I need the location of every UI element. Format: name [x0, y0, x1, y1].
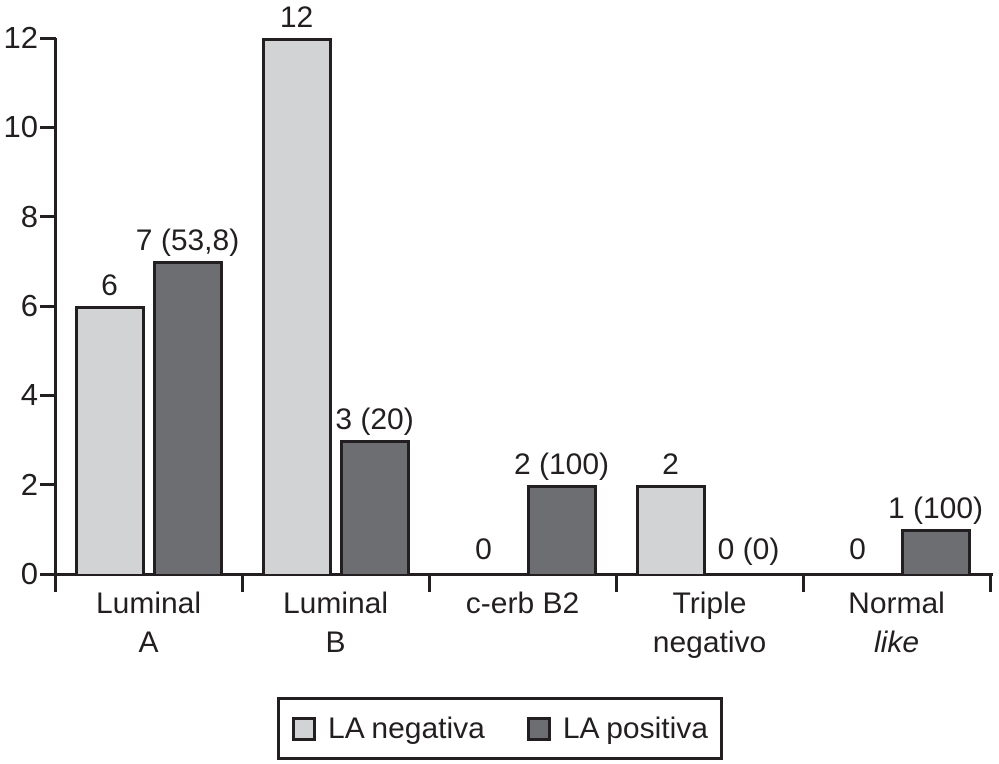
bar-value-label: 0	[849, 533, 866, 566]
x-axis-category-label: Normal like	[848, 584, 945, 662]
bar-la-negativa	[74, 306, 145, 574]
x-axis-category-label: Luminal A	[96, 584, 201, 662]
bar-value-label: 0	[475, 533, 492, 566]
x-axis-category-label: c-erb B2	[466, 584, 579, 623]
y-axis-tick-label: 2	[20, 466, 38, 502]
y-axis-tick-label: 12	[3, 20, 38, 55]
legend-entry: LA positiva	[526, 712, 708, 745]
bar-la-negativa	[261, 38, 332, 574]
x-axis-category-label: Triple negativo	[653, 584, 766, 662]
y-axis-tick	[40, 215, 56, 219]
legend-swatch-icon	[292, 716, 317, 741]
legend-label: LA negativa	[328, 712, 485, 745]
category-label-line: A	[138, 626, 159, 659]
y-axis-tick-label: 8	[20, 198, 38, 234]
y-axis-tick	[40, 304, 56, 308]
x-axis-tick	[427, 574, 431, 592]
bar-value-label: 0 (0)	[717, 533, 780, 566]
y-axis-tick-label: 4	[20, 377, 38, 413]
bar-value-label: 3 (20)	[335, 403, 414, 436]
category-label-line: Luminal	[95, 587, 202, 620]
y-axis-tick	[40, 572, 56, 576]
category-label-line: c-erb B2	[465, 587, 580, 620]
bar-la-positiva	[339, 440, 410, 574]
bar-la-positiva	[526, 484, 597, 574]
category-label-line: Luminal	[282, 587, 389, 620]
category-label-line: Normal	[848, 587, 945, 620]
x-axis-category-label: Luminal B	[283, 584, 388, 662]
bar-la-positiva	[900, 529, 971, 574]
category-label-line: negativo	[652, 626, 767, 659]
bar-value-label: 2	[662, 447, 679, 481]
x-axis-tick	[801, 574, 805, 592]
bar-value-label: 12	[279, 1, 314, 34]
category-label-line: B	[325, 626, 346, 659]
x-axis-tick	[240, 574, 244, 592]
category-label-line: like	[873, 626, 919, 659]
bar-value-label: 6	[101, 269, 118, 302]
y-axis-tick-label: 0	[20, 556, 38, 591]
y-axis-tick	[40, 36, 56, 40]
legend-label: LA positiva	[562, 712, 708, 745]
x-axis-tick	[53, 574, 57, 592]
legend: LA negativa LA positiva	[277, 697, 723, 760]
y-axis-tick-label: 6	[20, 288, 38, 323]
category-label-line: Triple	[672, 587, 747, 620]
x-axis-tick	[988, 574, 992, 592]
bar-value-label: 2 (100)	[513, 447, 610, 481]
bar-la-positiva	[152, 261, 223, 574]
bar-la-negativa	[635, 484, 706, 574]
legend-entry: LA negativa	[292, 712, 485, 745]
y-axis-tick-label: 10	[3, 109, 38, 145]
y-axis-tick	[40, 483, 56, 487]
bar-value-label: 7 (53,8)	[135, 224, 240, 258]
y-axis-tick	[40, 125, 56, 129]
y-axis-tick	[40, 393, 56, 397]
legend-swatch-icon	[526, 716, 551, 741]
x-axis-tick	[614, 574, 618, 592]
bar-value-label: 1 (100)	[887, 492, 984, 526]
x-axis	[53, 572, 993, 576]
